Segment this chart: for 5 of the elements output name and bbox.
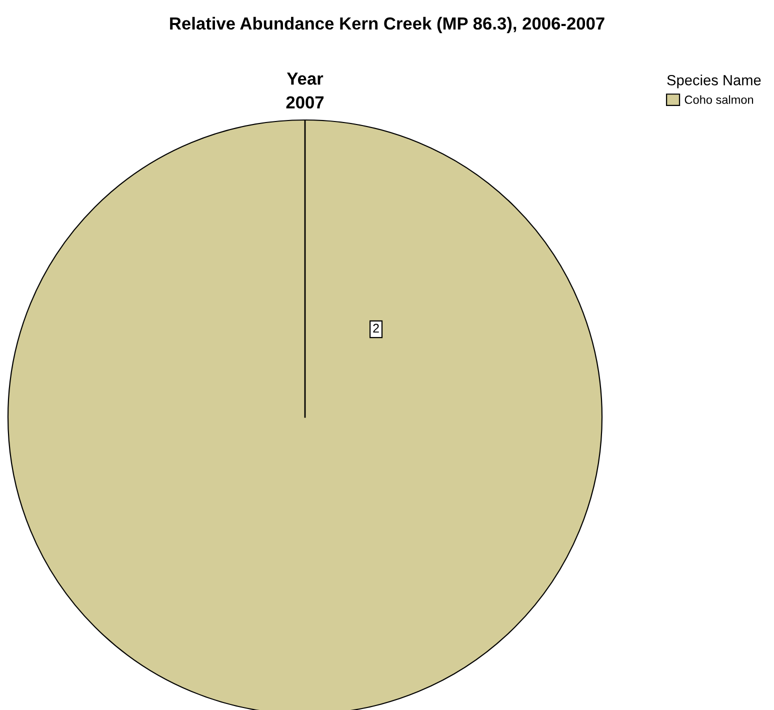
legend-label: Coho salmon bbox=[684, 95, 754, 104]
data-label: 2 bbox=[373, 324, 379, 333]
chart-title: Relative Abundance Kern Creek (MP 86.3), 2006-2007 bbox=[170, 16, 604, 34]
legend-title: Species Name bbox=[667, 74, 761, 88]
chart-subtitle: Year 2007 bbox=[286, 72, 324, 109]
